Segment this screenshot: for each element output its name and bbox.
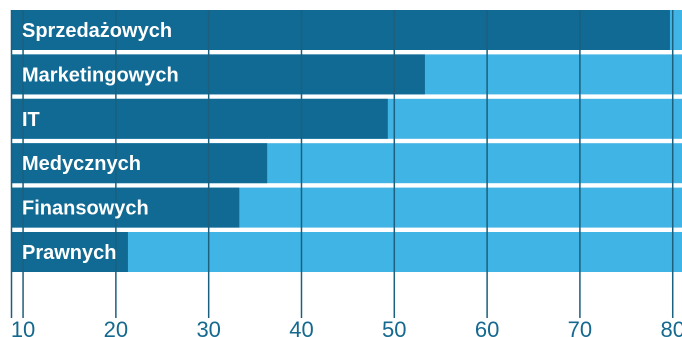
x-tick-label: 60: [475, 317, 499, 337]
x-tick-labels: 10 20 30 40 50 60 70 80: [11, 317, 682, 337]
bar-label: Prawnych: [22, 242, 116, 264]
gridlines: [10, 10, 674, 318]
bars: [11, 10, 670, 272]
bar-label: Medycznych: [22, 153, 141, 175]
x-tick-label: 50: [382, 317, 406, 337]
x-tick-label: 30: [196, 317, 220, 337]
x-tick-label: 80: [660, 317, 682, 337]
bar-label: Sprzedażowych: [22, 20, 172, 42]
bar: [11, 187, 240, 228]
bar-label: Finansowych: [22, 198, 149, 220]
x-tick-label: 40: [289, 317, 313, 337]
x-tick-label: 20: [104, 317, 128, 337]
bar: [11, 10, 670, 50]
x-tick-label: 10: [11, 317, 35, 337]
bar-label: Marketingowych: [22, 64, 179, 86]
bar: [11, 232, 128, 272]
bar-labels: Sprzedażowych Marketingowych IT Medycznych F…: [22, 20, 179, 264]
bar: [11, 54, 425, 95]
x-tick-label: 70: [568, 317, 592, 337]
bar-label: IT: [22, 109, 40, 131]
bar: [11, 98, 388, 139]
bar: [11, 143, 268, 184]
